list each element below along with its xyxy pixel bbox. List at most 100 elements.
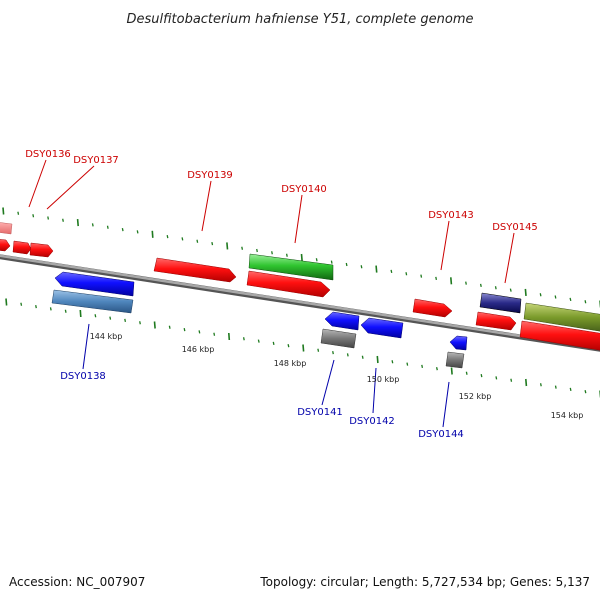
label-dsy0137[interactable]: DSY0137 bbox=[73, 155, 119, 166]
scale-label-144: 144 kbp bbox=[90, 332, 123, 341]
gene-dsy0144-arrow[interactable] bbox=[449, 335, 468, 351]
gene-olive-block[interactable] bbox=[523, 302, 600, 332]
bottom-track-tick bbox=[302, 344, 305, 352]
gene-dsy0138-steel-block[interactable] bbox=[51, 289, 134, 314]
gene-dsy0136b-arrow[interactable] bbox=[12, 240, 32, 255]
bottom-track-tick bbox=[584, 390, 587, 394]
top-track-tick bbox=[285, 253, 288, 257]
gene-dsy0140-arrow[interactable] bbox=[246, 270, 331, 298]
gene-dsy0138-arrow[interactable] bbox=[54, 271, 135, 297]
bottom-track-tick bbox=[168, 325, 171, 329]
scale-label-148: 148 kbp bbox=[274, 359, 307, 368]
top-track-tick bbox=[345, 262, 348, 267]
scale-label-150: 150 kbp bbox=[367, 375, 400, 384]
gene-dsy0139-arrow[interactable] bbox=[153, 257, 237, 283]
scale-labels: 144 kbp 146 kbp 148 kbp 150 kbp 152 kbp … bbox=[90, 332, 584, 420]
top-track-tick bbox=[360, 265, 363, 269]
scale-label-146: 146 kbp bbox=[182, 345, 215, 354]
top-track-tick bbox=[17, 211, 20, 215]
gene-dsy0140-green-arrow[interactable] bbox=[248, 253, 334, 281]
top-track-tick bbox=[539, 293, 542, 297]
chart-title: Desulfitobacterium hafniense Y51, comple… bbox=[126, 12, 473, 27]
bottom-track-tick bbox=[480, 373, 483, 378]
top-track-tick bbox=[435, 276, 438, 281]
bottom-track-tick bbox=[79, 309, 82, 318]
bottom-track-tick bbox=[361, 355, 364, 359]
bottom-track-tick bbox=[272, 341, 275, 346]
bottom-track-tick bbox=[346, 353, 349, 357]
bottom-track-tick bbox=[465, 371, 468, 375]
label-dsy0145[interactable]: DSY0145 bbox=[492, 222, 538, 233]
scale-label-152: 152 kbp bbox=[459, 392, 492, 401]
top-track-tick bbox=[166, 234, 169, 239]
leader-lines-top bbox=[28, 159, 515, 284]
gene-dsy0136-arrow[interactable] bbox=[0, 222, 13, 235]
gene-labels-bottom: DSY0138 DSY0141 DSY0142 DSY0144 bbox=[60, 371, 464, 440]
top-track-tick bbox=[47, 216, 50, 220]
bottom-track-tick bbox=[124, 318, 127, 323]
forward-genes bbox=[0, 222, 600, 351]
bottom-track-tick bbox=[5, 298, 8, 306]
top-track-tick bbox=[405, 272, 408, 276]
bottom-track-tick bbox=[317, 348, 320, 352]
top-track-tick bbox=[76, 219, 79, 227]
gene-dsy0142-arrow[interactable] bbox=[360, 317, 404, 339]
top-track-tick bbox=[479, 283, 482, 288]
top-track-tick bbox=[509, 288, 512, 292]
bottom-track-tick bbox=[421, 364, 424, 369]
label-dsy0138[interactable]: DSY0138 bbox=[60, 371, 106, 382]
accession-text: Accession: NC_007907 bbox=[9, 575, 145, 589]
gene-red-right-block[interactable] bbox=[519, 320, 600, 351]
bottom-track-tick bbox=[35, 304, 37, 309]
gene-dsy0143-arrow[interactable] bbox=[412, 298, 453, 318]
bottom-track-tick bbox=[183, 327, 186, 332]
bottom-track-tick bbox=[391, 360, 394, 364]
bottom-track-tick bbox=[257, 339, 260, 343]
genome-backbone bbox=[0, 254, 600, 352]
top-track-tick bbox=[465, 281, 467, 285]
tick-track-bottom bbox=[5, 298, 600, 398]
label-dsy0142[interactable]: DSY0142 bbox=[349, 416, 395, 427]
gene-dsy0135-arrow[interactable] bbox=[0, 239, 11, 252]
top-track-tick bbox=[315, 258, 318, 262]
top-track-tick bbox=[62, 218, 64, 222]
top-track-tick bbox=[211, 241, 214, 246]
label-dsy0144[interactable]: DSY0144 bbox=[418, 429, 464, 440]
gene-dsy0144-gray-block[interactable] bbox=[445, 351, 465, 369]
gene-dsy0145-arrow[interactable] bbox=[475, 311, 517, 331]
bottom-track-tick bbox=[539, 383, 542, 387]
gene-dsy0141-arrow[interactable] bbox=[324, 311, 360, 331]
bottom-track-tick bbox=[569, 387, 572, 392]
bottom-track-tick bbox=[49, 307, 52, 311]
bottom-track-tick bbox=[287, 344, 290, 348]
label-dsy0140[interactable]: DSY0140 bbox=[281, 184, 327, 195]
top-track-tick bbox=[106, 225, 109, 229]
label-dsy0143[interactable]: DSY0143 bbox=[428, 210, 474, 221]
top-track-tick bbox=[554, 295, 557, 299]
label-dsy0136[interactable]: DSY0136 bbox=[25, 149, 71, 160]
bottom-track-tick bbox=[64, 309, 67, 313]
bottom-track-tick bbox=[510, 378, 513, 382]
top-track-tick bbox=[226, 242, 229, 250]
bottom-track-tick bbox=[376, 355, 379, 364]
bottom-track-tick bbox=[495, 376, 498, 380]
gene-dsy0145-navy-arrow[interactable] bbox=[479, 292, 522, 314]
bottom-track-tick bbox=[213, 332, 216, 336]
gene-dsy0137-arrow[interactable] bbox=[29, 242, 54, 258]
top-track-tick bbox=[420, 274, 423, 278]
bottom-track-tick bbox=[198, 330, 201, 334]
gene-labels-top: DSY0136 DSY0137 DSY0139 DSY0140 DSY0143 … bbox=[25, 149, 538, 233]
label-dsy0139[interactable]: DSY0139 bbox=[187, 170, 233, 181]
top-track-tick bbox=[569, 297, 572, 302]
genome-summary-text: Topology: circular; Length: 5,727,534 bp… bbox=[259, 575, 590, 589]
bottom-track-tick bbox=[554, 385, 557, 389]
label-dsy0141[interactable]: DSY0141 bbox=[297, 407, 343, 418]
gene-dsy0141-gray-block[interactable] bbox=[320, 328, 357, 349]
bottom-track-tick bbox=[109, 316, 112, 320]
top-track-tick bbox=[330, 260, 333, 264]
bottom-track-tick bbox=[242, 337, 245, 341]
leader-lines-bottom bbox=[82, 323, 450, 428]
top-track-tick bbox=[375, 265, 378, 273]
top-track-tick bbox=[181, 237, 184, 241]
tick-track-top bbox=[2, 207, 600, 308]
